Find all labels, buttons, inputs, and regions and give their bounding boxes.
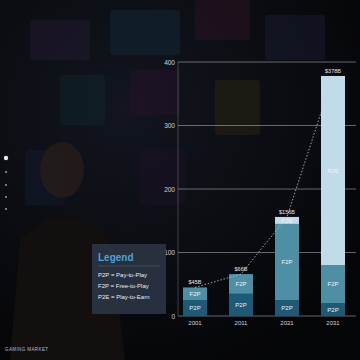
- bar-segment: [321, 303, 345, 316]
- legend-item: P2E = Play-to-Earn: [98, 294, 150, 300]
- x-tick-label: 2011: [235, 320, 249, 326]
- segment-label: P2P: [189, 305, 200, 311]
- x-tick-label: 2021: [280, 320, 294, 326]
- page-dot: [5, 171, 7, 173]
- bar-segment: [275, 300, 299, 316]
- legend-item: F2P = Free-to-Play: [98, 283, 149, 289]
- page-dot: [5, 208, 7, 210]
- bar-segment: [275, 217, 299, 224]
- legend-box: [92, 244, 166, 314]
- bar-segment: [275, 224, 299, 300]
- segment-label: F2P: [235, 281, 246, 287]
- segment-label: F2P: [189, 291, 200, 297]
- legend-rule: [98, 266, 160, 267]
- y-tick-label: 400: [164, 59, 175, 66]
- bar-segment: [321, 76, 345, 265]
- segment-label: P2P: [327, 307, 338, 313]
- bar-segment: [229, 274, 253, 275]
- total-label: $45B: [189, 279, 202, 285]
- bar-segment: [183, 300, 207, 316]
- bar-segment: [321, 265, 345, 303]
- person-head: [40, 142, 84, 198]
- y-tick-label: 300: [164, 122, 175, 129]
- background: [0, 0, 360, 360]
- segment-label: P2E: [281, 218, 292, 224]
- chart-root: GAMING MARKET0100200300400P2PF2P2001P2PF…: [0, 0, 360, 360]
- labels: P2P F2P 2001 P2P F2P 2011 P2P F2P P2E 2021 P2P F2P P…: [188, 68, 341, 326]
- x-tick-label: 2001: [188, 320, 202, 326]
- y-tick-label: 0: [171, 313, 175, 320]
- page-dot: [5, 196, 7, 198]
- segment-label: P2P: [281, 305, 292, 311]
- y-tick-label: 200: [164, 186, 175, 193]
- x-tick-label: 2031: [326, 320, 340, 326]
- shade: [0, 0, 360, 360]
- total-label: $378B: [325, 68, 341, 74]
- page-dot: [4, 156, 8, 160]
- segment-label: P2E: [327, 168, 338, 174]
- trend-line: [195, 76, 333, 287]
- bars: [183, 76, 345, 316]
- bar-segment: [229, 294, 253, 316]
- bar-segment: [229, 274, 253, 294]
- bar-segment: [183, 287, 207, 300]
- segment-label: F2P: [327, 281, 338, 287]
- legend-item: P2P = Pay-to-Play: [98, 272, 147, 278]
- total-label: $156B: [279, 209, 295, 215]
- total-label: $66B: [235, 266, 248, 272]
- segment-label: F2P: [281, 259, 292, 265]
- y-axis-line: [178, 62, 179, 316]
- legend: Legend P2P = Pay-to-Play F2P = Free-to-Pla…: [92, 244, 166, 314]
- footer: GAMING MARKET: [5, 347, 48, 352]
- page-dot: [5, 184, 7, 186]
- legend-title: Legend: [98, 252, 134, 263]
- grid-line: [178, 62, 356, 63]
- segment-label: P2P: [235, 302, 246, 308]
